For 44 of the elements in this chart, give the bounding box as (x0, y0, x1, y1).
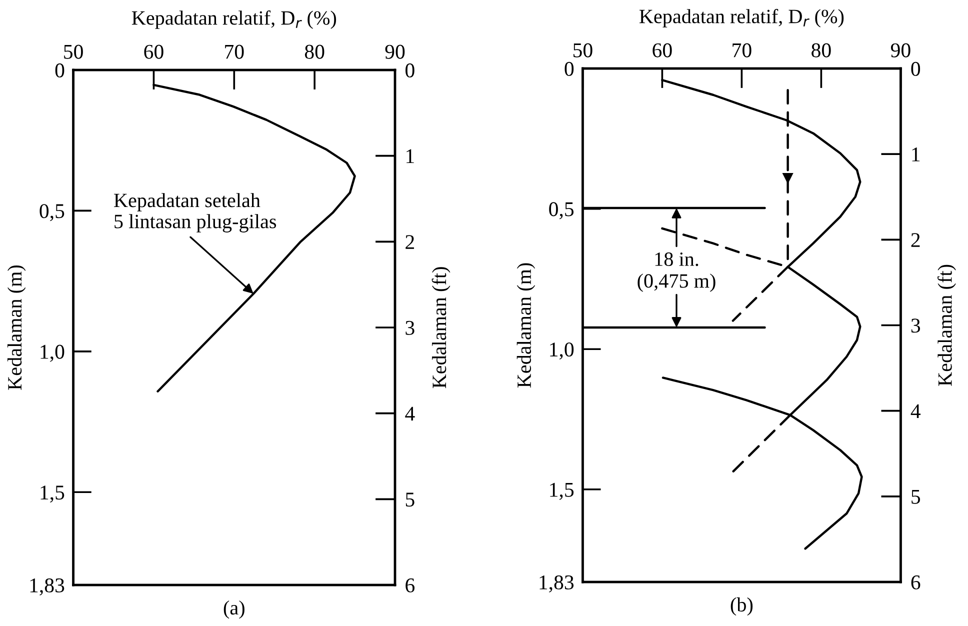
y2-tick-label: 3 (406, 320, 414, 335)
y2-axis-title: Kedalaman (ft) (938, 264, 956, 386)
y2-tick-label: 2 (406, 235, 414, 249)
y-tick-label: 1,5 (550, 482, 574, 500)
y2-tick-label: 0 (911, 62, 920, 76)
y2-tick-label: 3 (911, 318, 920, 333)
y2-axis-title: Kedalaman (ft) (432, 267, 450, 388)
x-tick-label: 60 (652, 43, 672, 58)
x-tick-label: 50 (64, 44, 83, 59)
y2-tick-label: 5 (406, 492, 414, 507)
y2-tick-label: 4 (910, 404, 921, 418)
x-tick-label: 50 (573, 43, 592, 58)
x-tick-label: 70 (225, 44, 244, 59)
y2-tick-label: 1 (406, 149, 414, 164)
y2-tick-label: 2 (911, 233, 920, 247)
y-tick-label: 1,0 (550, 342, 574, 360)
y2-tick-label: 6 (406, 578, 415, 592)
x-tick-label: 70 (732, 43, 752, 58)
annotation: Kepadatan setelah 5 lintasan plug-gilas (114, 193, 276, 232)
x-tick-label: 90 (890, 43, 910, 58)
x-tick-label: 60 (144, 44, 164, 59)
y-tick-label: 1,5 (40, 486, 64, 503)
text: (a) (224, 600, 244, 619)
y-tick-label: 0 (55, 63, 64, 78)
x-axis-title: Kepadatan relatif, D$_{r}$ (%) (639, 8, 844, 28)
x-tick-label: 80 (304, 44, 324, 59)
y-axis-title: Kedalaman (m) (516, 263, 536, 388)
text: (b) (730, 597, 753, 616)
x-tick-label: 90 (385, 44, 405, 59)
x-tick-label: 80 (812, 43, 831, 58)
y-axis-title: Kedalaman (m) (7, 265, 26, 390)
y-tick-label: 1,83 (540, 575, 574, 592)
y-tick-label: 0 (564, 62, 574, 76)
y-tick-label: 0,5 (40, 204, 64, 222)
x-axis-title: Kepadatan relatif, D$_{r}$ (%) (132, 10, 336, 29)
y-tick-label: 1,0 (40, 344, 64, 362)
y2-tick-label: 0 (406, 63, 414, 78)
y2-tick-label: 5 (912, 490, 920, 504)
annotation: 18 in. (0,475 m) (638, 252, 716, 292)
y2-tick-label: 6 (911, 575, 920, 590)
y-tick-label: 0,5 (549, 202, 574, 220)
y-tick-label: 1,83 (30, 578, 64, 596)
y2-tick-label: 4 (405, 406, 415, 421)
y2-tick-label: 1 (912, 148, 920, 162)
